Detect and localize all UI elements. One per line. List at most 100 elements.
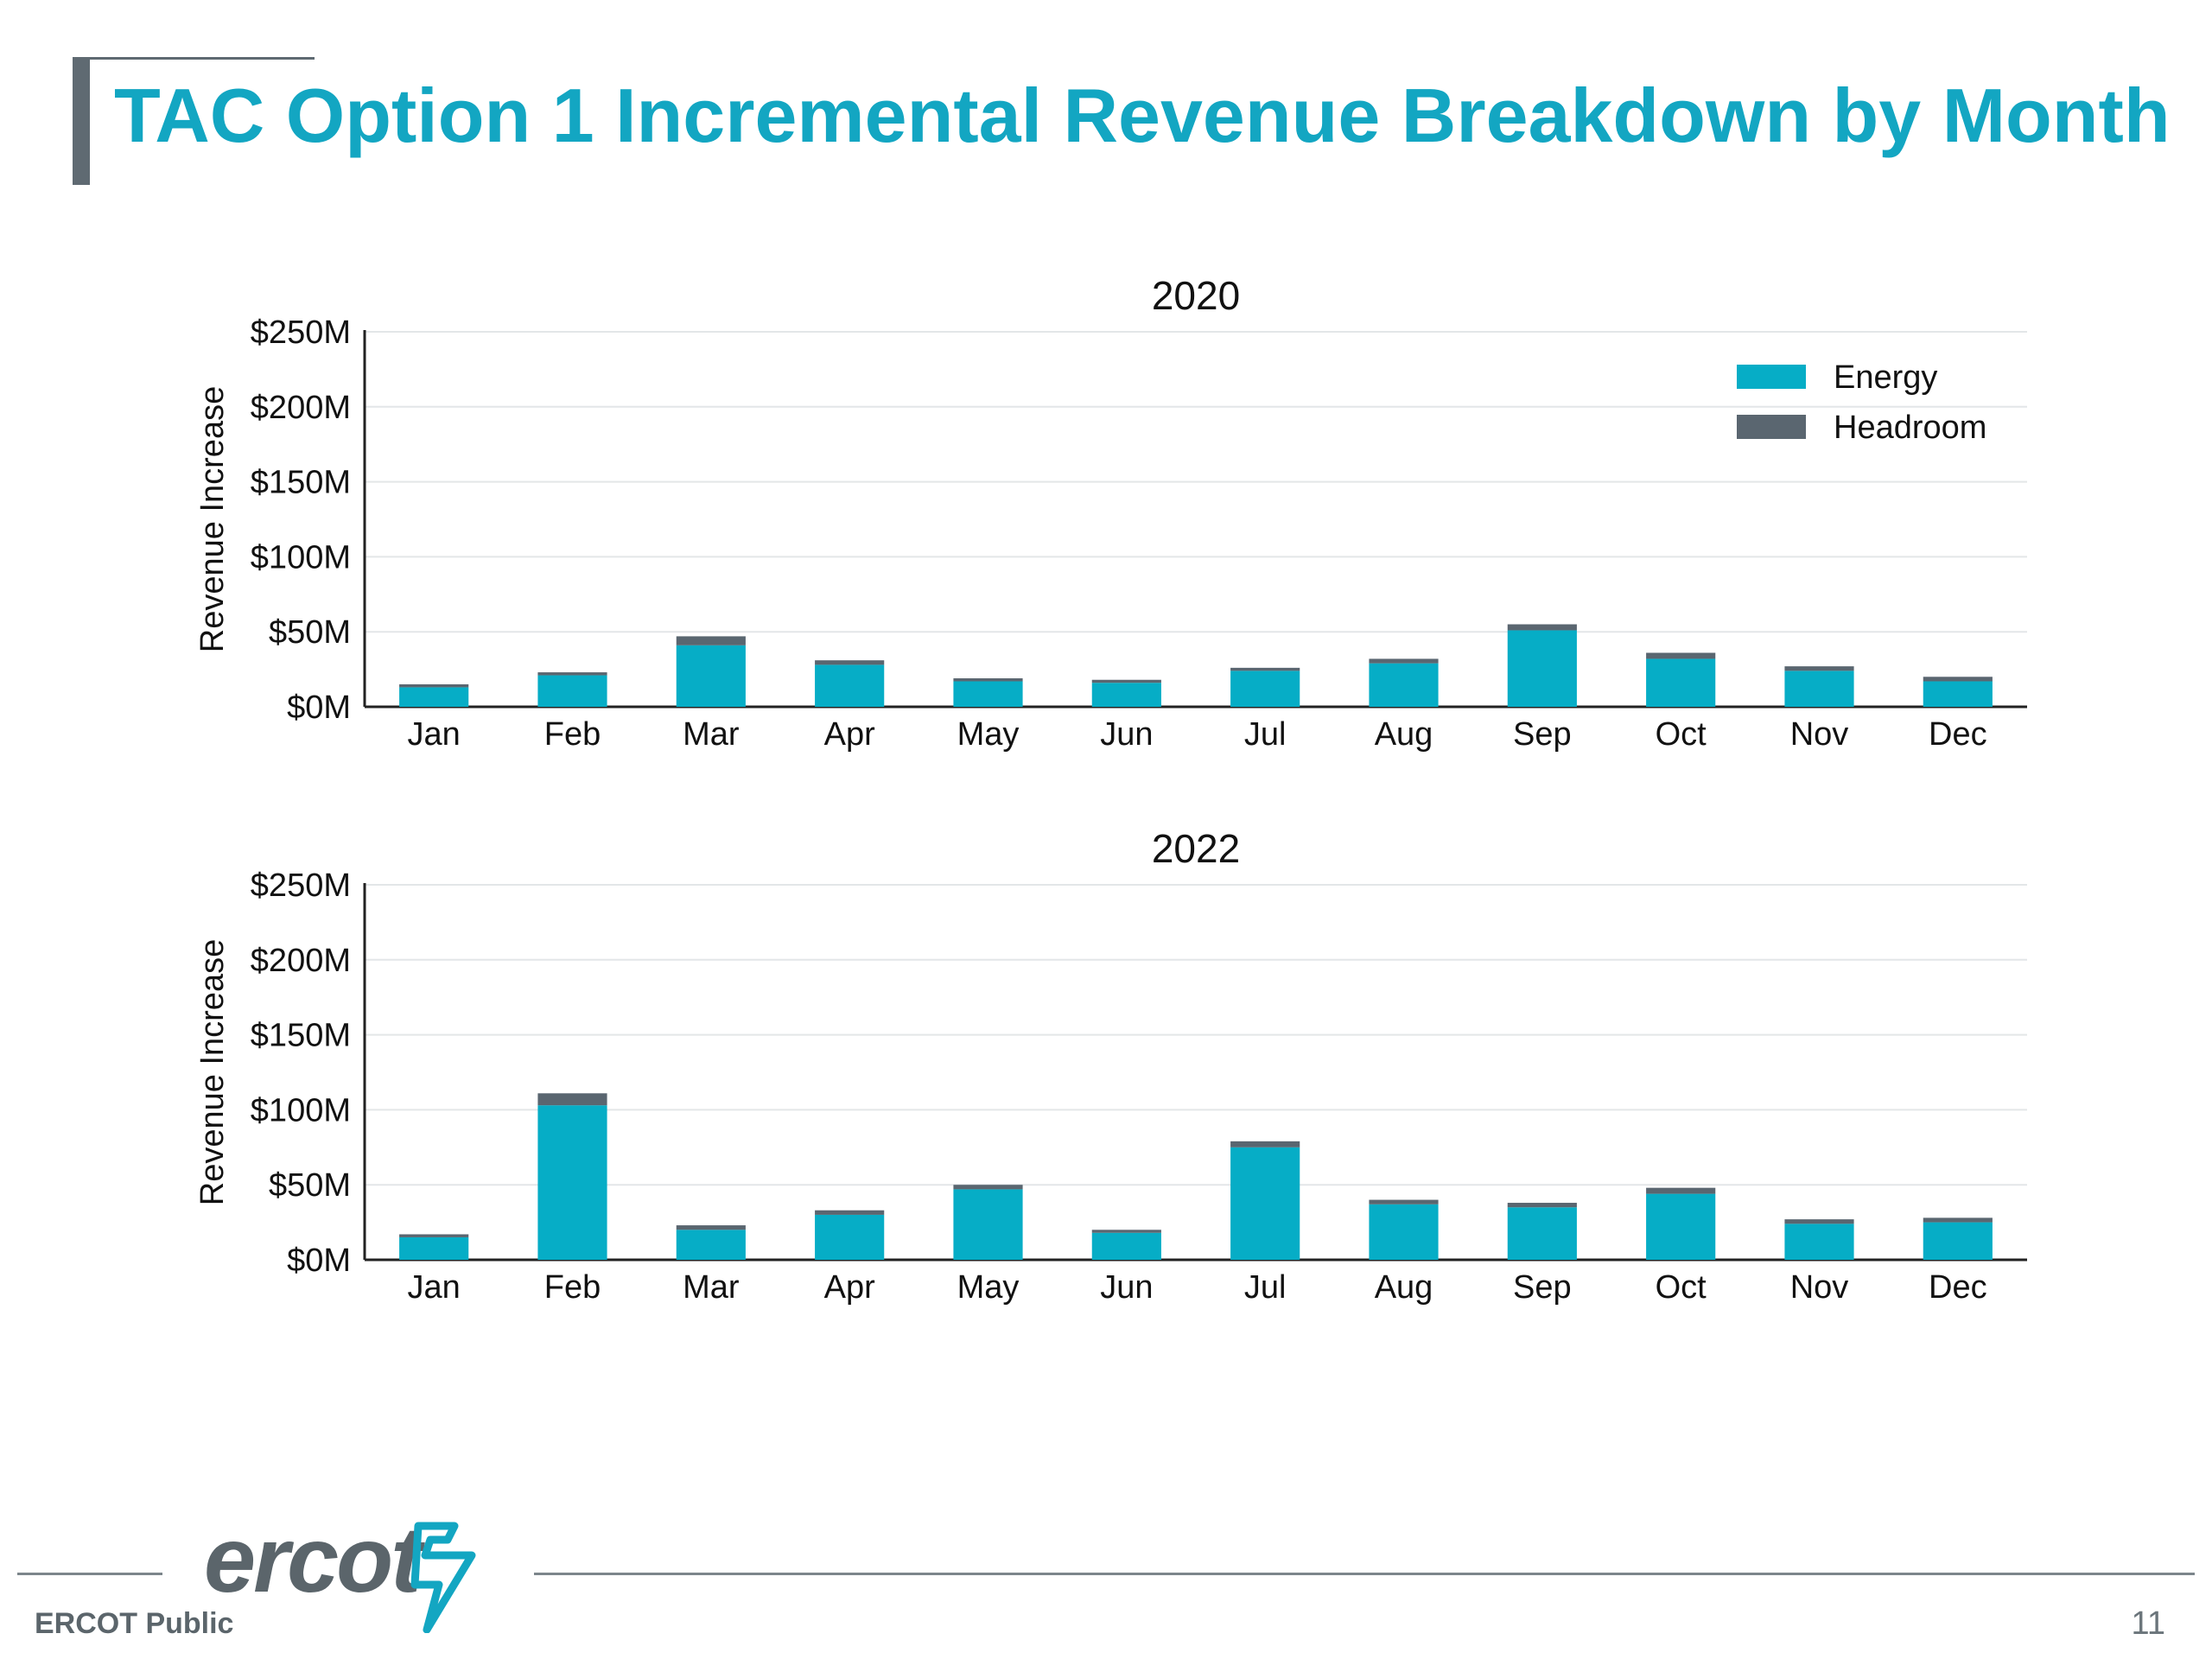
y-tick-label: $50M	[269, 1167, 351, 1204]
bar-headroom	[815, 660, 885, 665]
bar-energy	[953, 681, 1023, 707]
bar-headroom	[1091, 1230, 1161, 1233]
y-tick-label: $100M	[251, 539, 351, 575]
y-tick-label: $250M	[251, 868, 351, 904]
bar-energy	[537, 1105, 607, 1260]
y-axis-label: Revenue Increase	[194, 939, 231, 1205]
bar-headroom	[1230, 1141, 1300, 1147]
legend-label-energy: Energy	[1834, 359, 1937, 396]
y-tick-label: $0M	[287, 1243, 351, 1279]
x-tick-label: Dec	[1929, 1269, 1987, 1306]
bar-headroom	[537, 672, 607, 676]
footer-rule-right	[534, 1573, 2195, 1575]
y-axis-label: Revenue Increase	[194, 386, 231, 652]
bar-energy	[537, 675, 607, 707]
x-tick-label: Jan	[408, 716, 461, 753]
bar-energy	[1646, 1193, 1716, 1260]
bar-headroom	[815, 1210, 885, 1215]
x-tick-label: Oct	[1656, 716, 1707, 753]
bar-headroom	[953, 678, 1023, 682]
bar-headroom	[953, 1185, 1023, 1190]
y-tick-label: $0M	[287, 690, 351, 726]
y-tick-label: $250M	[251, 315, 351, 351]
bar-energy	[953, 1189, 1023, 1260]
slide-title: TAC Option 1 Incremental Revenue Breakdo…	[114, 73, 2171, 158]
x-tick-label: Jul	[1244, 716, 1287, 753]
bar-headroom	[1230, 667, 1300, 671]
x-tick-label: May	[957, 1269, 1020, 1306]
x-tick-label: Feb	[544, 716, 601, 753]
y-tick-label: $150M	[251, 465, 351, 501]
bar-headroom	[1369, 658, 1439, 664]
x-tick-label: Jan	[408, 1269, 461, 1306]
x-tick-label: Sep	[1513, 716, 1572, 753]
x-tick-label: Nov	[1790, 716, 1849, 753]
bar-energy	[815, 1214, 885, 1260]
bar-energy	[1784, 671, 1854, 707]
x-tick-label: Dec	[1929, 716, 1987, 753]
x-tick-label: Mar	[683, 1269, 740, 1306]
bar-headroom	[1923, 1217, 1993, 1223]
bar-headroom	[399, 683, 469, 688]
title-accent-bar	[73, 57, 90, 185]
y-tick-label: $100M	[251, 1092, 351, 1128]
bar-energy	[1091, 1232, 1161, 1260]
x-tick-label: Nov	[1790, 1269, 1849, 1306]
bar-headroom	[1784, 1219, 1854, 1224]
bar-headroom	[399, 1234, 469, 1237]
bar-energy	[1507, 630, 1577, 707]
chart-title: 2022	[1152, 826, 1240, 871]
y-tick-label: $200M	[251, 390, 351, 426]
bar-energy	[815, 664, 885, 707]
x-tick-label: Sep	[1513, 1269, 1572, 1306]
page-number: 11	[2131, 1605, 2165, 1642]
bar-energy	[1784, 1224, 1854, 1260]
bar-energy	[1646, 658, 1716, 707]
bar-headroom	[1784, 666, 1854, 671]
bar-energy	[1507, 1207, 1577, 1260]
bar-headroom	[676, 636, 746, 645]
x-tick-label: Jun	[1100, 716, 1153, 753]
x-tick-label: Aug	[1375, 1269, 1433, 1306]
x-tick-label: Feb	[544, 1269, 601, 1306]
bar-energy	[1091, 683, 1161, 707]
ercot-logo-text: ercot	[204, 1507, 422, 1611]
bar-headroom	[1091, 679, 1161, 683]
bar-energy	[399, 1236, 469, 1260]
x-tick-label: Apr	[824, 716, 875, 753]
x-tick-label: May	[957, 716, 1020, 753]
bar-headroom	[537, 1093, 607, 1106]
title-accent-line	[90, 57, 315, 60]
bar-headroom	[1507, 624, 1577, 631]
y-tick-label: $150M	[251, 1018, 351, 1054]
bar-energy	[399, 687, 469, 707]
x-tick-label: Apr	[824, 1269, 875, 1306]
footer-rule-left	[17, 1573, 162, 1575]
chart-title: 2020	[1152, 273, 1240, 318]
bar-energy	[1369, 663, 1439, 707]
x-tick-label: Jul	[1244, 1269, 1287, 1306]
legend-label-headroom: Headroom	[1834, 410, 1986, 446]
x-tick-label: Aug	[1375, 716, 1433, 753]
y-tick-label: $200M	[251, 943, 351, 979]
bar-headroom	[1646, 652, 1716, 659]
bar-energy	[1230, 1147, 1300, 1260]
x-tick-label: Oct	[1656, 1269, 1707, 1306]
bar-energy	[1923, 1222, 1993, 1260]
bar-energy	[1230, 671, 1300, 707]
legend-swatch-headroom	[1737, 415, 1806, 439]
x-tick-label: Mar	[683, 716, 740, 753]
bar-headroom	[1646, 1187, 1716, 1194]
footer-label: ERCOT Public	[35, 1607, 234, 1640]
bar-headroom	[676, 1225, 746, 1230]
bar-energy	[1369, 1204, 1439, 1260]
bar-energy	[676, 1230, 746, 1260]
bar-energy	[1923, 681, 1993, 707]
bar-headroom	[1923, 677, 1993, 682]
bar-energy	[676, 645, 746, 707]
y-tick-label: $50M	[269, 614, 351, 651]
bar-headroom	[1369, 1199, 1439, 1205]
x-tick-label: Jun	[1100, 1269, 1153, 1306]
